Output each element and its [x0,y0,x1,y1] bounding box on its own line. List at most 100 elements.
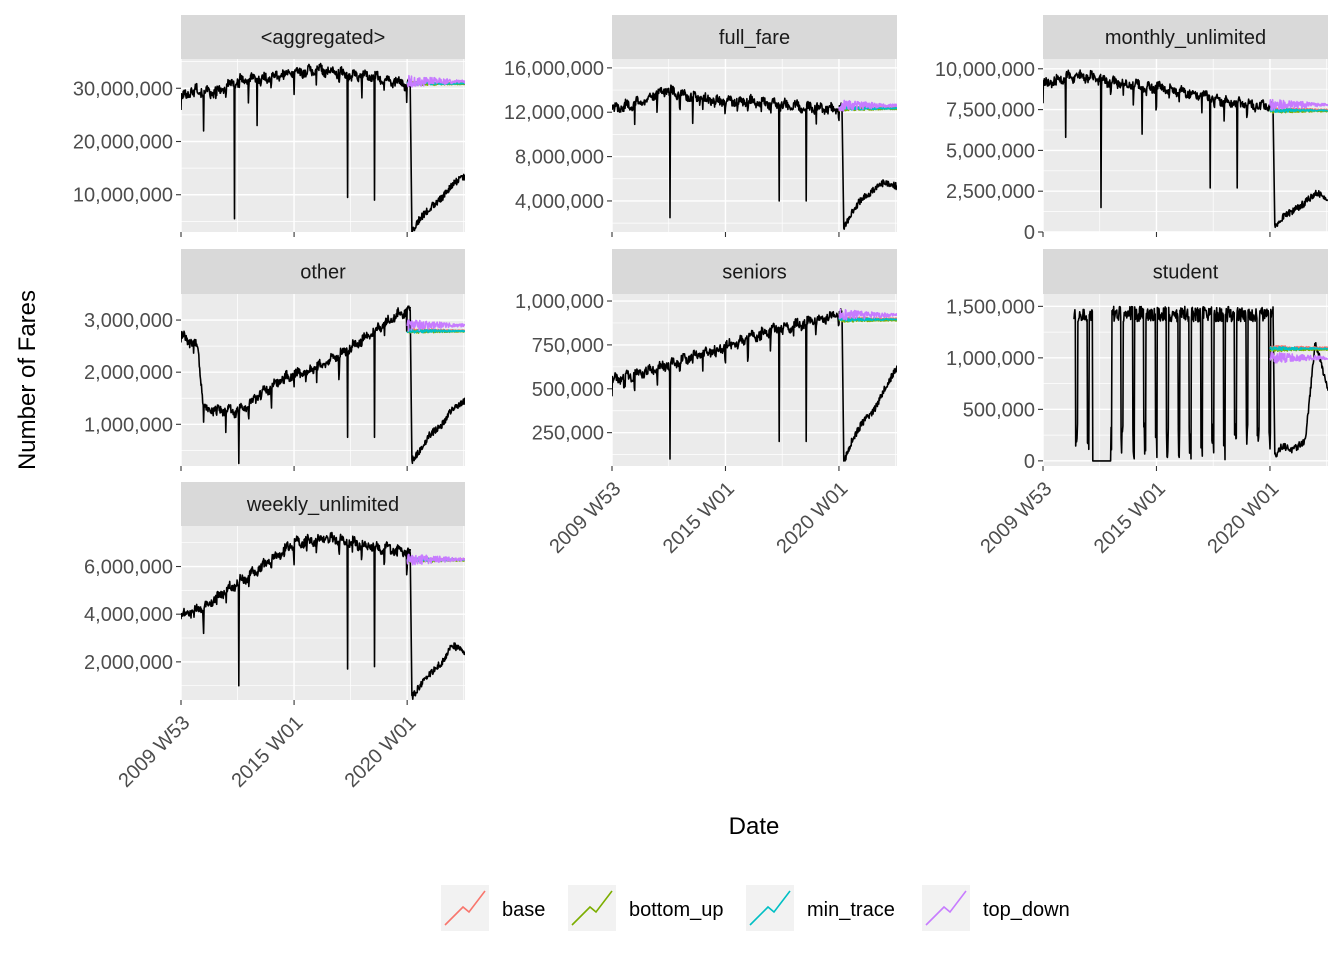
facet-weekly_unlimited: weekly_unlimited 2,000,000 4,000,000 6,000,… [84,482,465,792]
facet-strip-label: weekly_unlimited [246,494,399,516]
y-tick-label: 6,000,000 [84,557,173,579]
y-tick-label: 20,000,000 [73,132,173,154]
x-tick-label: 2009 W53 [545,478,625,558]
forecast-line-top-down [838,99,897,112]
facet-student: student 0 500,000 1,000,000 1,500,000 2009 W5… [946,249,1328,558]
y-tick-label: 16,000,000 [504,58,604,80]
actual-series-line [1073,305,1274,462]
legend-item-bottom-up: bottom_up [568,885,724,931]
y-tick-label: 750,000 [532,335,604,357]
y-tick-label: 1,000,000 [946,348,1035,370]
legend-item-base: base [441,885,545,931]
actual-series-line [181,531,411,687]
y-tick-label: 8,000,000 [515,147,604,169]
x-tick-label: 2020 W01 [341,712,421,792]
legend-label: bottom_up [629,899,724,921]
actual-series-line [1043,69,1274,209]
facet-other: other 1,000,000 2,000,000 3,000,000 [84,249,465,471]
y-tick-label: 3,000,000 [84,310,173,332]
actual-series-line-recent [841,313,897,462]
x-tick-label: 2020 W01 [1203,478,1283,558]
series-group [181,531,465,700]
facet-strip-label: <aggregated> [261,27,386,49]
series-group [1073,305,1328,462]
y-tick-label: 2,000,000 [84,362,173,384]
forecast-line-top-down [406,553,465,566]
y-tick-label: 30,000,000 [73,78,173,100]
facet-seniors: seniors 250,000 500,000 750,000 1,000,000 200… [515,249,897,558]
y-tick-label: 1,000,000 [515,291,604,313]
y-tick-label: 0 [1024,451,1035,473]
forecast-line-top-down [406,319,465,332]
series-group [1043,69,1328,229]
series-group [181,305,465,465]
forecast-line-min-trace [406,328,465,334]
panel-background [612,59,897,232]
y-tick-label: 500,000 [963,399,1035,421]
forecast-line-min-trace [1269,346,1328,351]
facet-aggregated: <aggregated> 10,000,000 20,000,000 30,000,0… [73,15,465,237]
y-tick-label: 12,000,000 [504,102,604,124]
facet-strip-label: monthly_unlimited [1105,27,1266,49]
facet-strip [612,249,897,294]
forecast-line-top-down [1269,351,1328,364]
legend-key-line [749,890,791,926]
facet-strip [181,482,465,526]
x-tick-label: 2015 W01 [659,478,739,558]
actual-series-line [612,308,843,460]
facet-strip-label: seniors [722,262,786,284]
y-tick-label: 10,000,000 [73,185,173,207]
legend-item-top-down: top_down [922,885,1070,931]
legend-label: min_trace [807,899,895,921]
series-group [612,308,897,462]
x-tick-label: 2015 W01 [227,712,307,792]
actual-series-line-recent [1272,106,1328,229]
actual-series-line [612,84,843,219]
series-group [181,62,465,232]
facet-strip-label: full_fare [719,27,790,49]
forecast-line-min-trace [1269,107,1328,113]
y-tick-label: 250,000 [532,423,604,445]
legend-label: base [502,899,545,921]
y-tick-label: 2,500,000 [946,181,1035,203]
x-tick-label: 2020 W01 [772,478,852,558]
actual-series-line [181,62,411,220]
facet-strip [612,15,897,59]
y-axis-title: Number of Fares [14,290,41,470]
facet-strip [1043,249,1328,294]
y-tick-label: 7,500,000 [946,100,1035,122]
panel-background [1043,59,1328,232]
legend-item-min-trace: min_trace [746,885,895,931]
facet-strip-label: other [300,262,346,284]
legend-key-line [571,890,613,926]
forecast-line-top-down [406,74,465,88]
x-tick-label: 2009 W53 [114,712,194,792]
forecast-line-min-trace [838,316,897,322]
facet-strip [181,15,465,59]
actual-series-line-recent [1272,306,1328,458]
panel-background [1043,294,1328,466]
actual-series-line [181,305,411,465]
y-tick-label: 1,000,000 [84,414,173,436]
y-tick-label: 5,000,000 [946,140,1035,162]
x-axis-title: Date [729,813,780,840]
y-tick-label: 2,000,000 [84,652,173,674]
x-tick-label: 2015 W01 [1090,478,1170,558]
actual-series-line-recent [841,108,897,230]
series-group [612,84,897,230]
x-tick-label: 2009 W53 [976,478,1056,558]
facet-monthly_unlimited: monthly_unlimited 0 2,500,000 5,000,000 7,50… [935,15,1328,244]
legend-key-line [925,890,967,926]
legend: base bottom_up min_trace top_down [441,885,1070,931]
legend-label: top_down [983,899,1070,921]
actual-series-line-recent [409,85,465,232]
y-tick-label: 0 [1024,222,1035,244]
actual-series-line-recent [409,552,465,700]
facet-full_fare: full_fare 4,000,000 8,000,000 12,000,000 16,… [504,15,897,237]
y-tick-label: 1,500,000 [946,296,1035,318]
facet-strip [1043,15,1328,59]
y-tick-label: 4,000,000 [515,191,604,213]
facet-strip [181,249,465,294]
